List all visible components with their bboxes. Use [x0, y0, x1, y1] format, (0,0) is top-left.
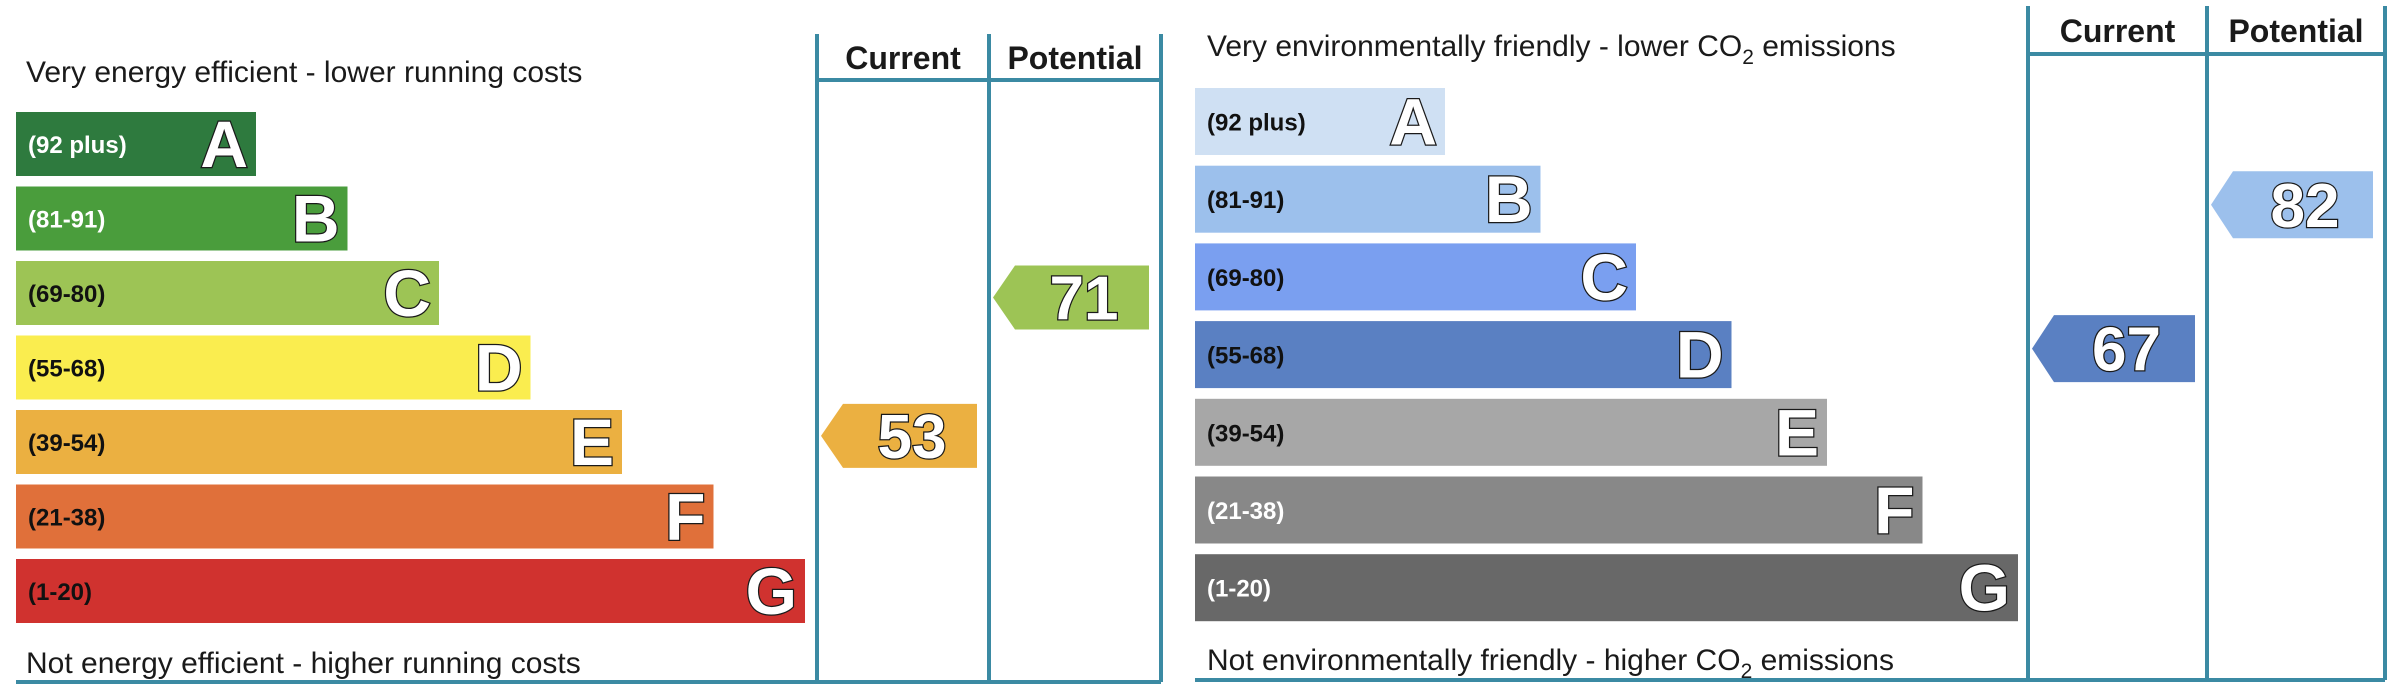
band-bar-f — [16, 484, 714, 549]
potential-rating-value: 82 — [2271, 172, 2340, 241]
band-bar-a — [1195, 88, 1445, 155]
top-caption: Very environmentally friendly - lower CO… — [1207, 30, 1896, 69]
band-letter-b: B — [292, 182, 340, 256]
band-bar-e — [16, 410, 622, 474]
caption-tail: emissions — [1752, 644, 1894, 677]
band-bar-g — [1195, 554, 2018, 622]
band-bar-a — [16, 112, 256, 176]
band-range-c: (69-80) — [28, 281, 105, 308]
band-letter-c: C — [383, 256, 431, 330]
band-bar-c — [1195, 243, 1636, 311]
band-range-c: (69-80) — [1207, 265, 1284, 292]
band-letter-e: E — [570, 405, 614, 479]
band-range-d: (55-68) — [1207, 343, 1284, 370]
potential-rating-value: 71 — [1050, 264, 1119, 333]
current-rating-arrow — [821, 403, 977, 468]
band-letter-g: G — [1959, 551, 2010, 625]
band-letter-d: D — [475, 331, 523, 405]
environmental-impact-chart: Very environmentally friendly - lower CO… — [1190, 0, 2402, 700]
band-range-d: (55-68) — [28, 356, 105, 383]
current-rating-value: 67 — [2092, 316, 2161, 385]
band-bar-g — [16, 559, 805, 623]
current-column-header: Current — [2060, 13, 2176, 49]
band-letter-f: F — [1874, 473, 1914, 547]
band-range-e: (39-54) — [28, 430, 105, 457]
band-letter-b: B — [1485, 162, 1533, 236]
current-rating-arrow — [2032, 315, 2195, 383]
caption-subscript: 2 — [1742, 46, 1754, 69]
band-range-a: (92 plus) — [1207, 110, 1306, 137]
bottom-caption: Not energy efficient - higher running co… — [26, 647, 581, 680]
band-range-b: (81-91) — [28, 207, 105, 234]
band-letter-f: F — [665, 480, 705, 554]
band-range-f: (21-38) — [28, 505, 105, 532]
band-letter-a: A — [200, 107, 248, 181]
band-range-a: (92 plus) — [28, 132, 127, 159]
band-bar-b — [16, 186, 348, 251]
current-column-header: Current — [845, 40, 961, 76]
band-bar-d — [1195, 321, 1732, 389]
band-letter-e: E — [1775, 395, 1819, 469]
environmental-impact-svg: Very environmentally friendly - lower CO… — [1195, 6, 2387, 683]
band-bar-c — [16, 261, 439, 325]
band-letter-c: C — [1580, 240, 1628, 314]
potential-rating-arrow — [993, 265, 1149, 330]
band-bar-b — [1195, 165, 1541, 233]
band-range-b: (81-91) — [1207, 187, 1284, 214]
current-rating-value: 53 — [878, 403, 947, 472]
band-range-f: (21-38) — [1207, 498, 1284, 525]
caption-tail: emissions — [1754, 30, 1896, 63]
band-range-g: (1-20) — [1207, 576, 1271, 603]
caption-subscript: 2 — [1741, 660, 1753, 683]
band-range-g: (1-20) — [28, 579, 92, 606]
potential-rating-arrow — [2211, 171, 2373, 239]
potential-column-header: Potential — [1007, 40, 1142, 76]
band-range-e: (39-54) — [1207, 420, 1284, 447]
band-bar-f — [1195, 476, 1923, 544]
bottom-caption: Not environmentally friendly - higher CO… — [1207, 644, 1894, 683]
potential-column-header: Potential — [2228, 13, 2363, 49]
band-bar-d — [16, 335, 531, 400]
band-letter-a: A — [1389, 85, 1437, 159]
band-letter-g: G — [746, 554, 797, 628]
band-letter-d: D — [1676, 318, 1724, 392]
energy-efficiency-chart: Very energy efficient - lower running co… — [0, 0, 1170, 700]
band-bar-e — [1195, 398, 1827, 466]
energy-efficiency-svg: Very energy efficient - lower running co… — [16, 34, 1163, 684]
top-caption: Very energy efficient - lower running co… — [26, 56, 582, 89]
